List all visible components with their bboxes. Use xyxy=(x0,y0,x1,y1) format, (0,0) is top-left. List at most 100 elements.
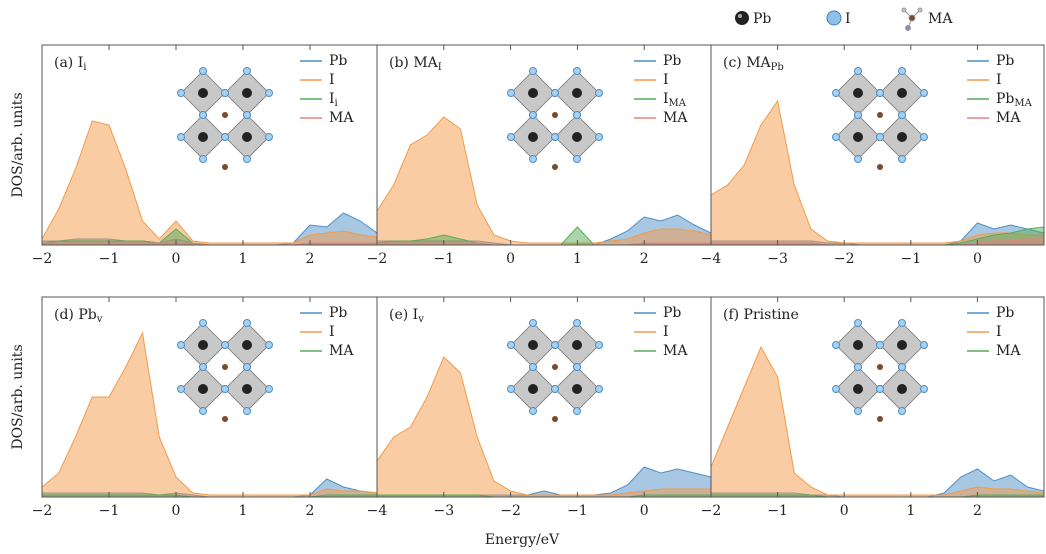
series-line xyxy=(711,99,1044,244)
x-tick-label: 0 xyxy=(840,503,849,519)
ma-molecule xyxy=(877,164,883,170)
i-atom xyxy=(854,67,862,75)
i-atom xyxy=(265,341,273,349)
i-atom xyxy=(177,341,185,349)
pb-atom xyxy=(572,132,582,142)
x-tick-label: −3 xyxy=(767,251,788,267)
i-atom xyxy=(529,319,537,327)
panel-label: (f) Pristine xyxy=(723,307,799,323)
i-atom xyxy=(507,385,515,393)
i-atom xyxy=(573,319,581,327)
i-icon xyxy=(826,10,842,26)
pb-atom xyxy=(897,384,907,394)
legend-label: MA xyxy=(996,110,1021,126)
i-atom xyxy=(832,89,840,97)
pb-atom xyxy=(242,132,252,142)
legend-label-main: I xyxy=(996,324,1002,340)
pb-atom xyxy=(198,384,208,394)
pb-atom xyxy=(198,132,208,142)
i-atom xyxy=(243,111,251,119)
legend-label-main: Pb xyxy=(329,53,347,69)
i-atom xyxy=(243,155,251,163)
top-legend: Pb I MA xyxy=(735,7,953,31)
panel: −4 −3 −2 −1 0 (e) Iv Pb I MA xyxy=(367,296,712,519)
x-tick-label: −2 xyxy=(32,503,53,519)
x-tick-label: 2 xyxy=(306,503,315,519)
i-atom xyxy=(221,133,229,141)
x-tick-label: 0 xyxy=(973,251,982,267)
ma-molecule xyxy=(222,416,228,422)
legend-label: IMA xyxy=(663,91,687,109)
i-atom xyxy=(832,133,840,141)
series-line xyxy=(377,242,711,245)
pb-atom xyxy=(897,340,907,350)
plot-area xyxy=(711,99,1044,245)
legend-label-main: I xyxy=(329,324,335,340)
legend-label: Pb xyxy=(663,305,681,321)
i-atom xyxy=(854,319,862,327)
i-atom xyxy=(265,385,273,393)
panel-label: (c) MAPb xyxy=(723,55,784,73)
legend-label: Pb xyxy=(996,53,1014,69)
legend-label: Ii xyxy=(329,91,338,109)
series-line xyxy=(42,494,377,497)
x-tick-label: 0 xyxy=(172,251,181,267)
i-atom xyxy=(920,89,928,97)
panel-label: (b) MAI xyxy=(389,55,442,73)
i-atom xyxy=(876,133,884,141)
x-tick-label: 0 xyxy=(506,251,515,267)
panel-label-main: (b) MA xyxy=(389,55,439,71)
legend-label-main: I xyxy=(329,72,335,88)
structure-inset xyxy=(832,319,928,422)
x-tick-label: −2 xyxy=(32,251,53,267)
legend-label-sub: MA xyxy=(1014,98,1032,109)
x-tick-label: −1 xyxy=(99,251,120,267)
i-atom xyxy=(898,155,906,163)
panel-label-sub: I xyxy=(438,62,442,73)
i-atom xyxy=(854,363,862,371)
legend-label: Pb xyxy=(663,53,681,69)
legend-label-main: MA xyxy=(663,110,688,126)
legend-label-main: Pb xyxy=(996,305,1014,321)
i-atom xyxy=(854,111,862,119)
panel: −2 −1 0 1 2 (f) Pristine Pb I MA xyxy=(701,296,1045,519)
ma-molecule xyxy=(877,364,883,370)
legend-label-main: I xyxy=(996,72,1002,88)
i-atom xyxy=(898,363,906,371)
i-atom xyxy=(199,155,207,163)
legend-label: Pb xyxy=(329,53,347,69)
plot-area xyxy=(377,116,711,245)
x-tick-label: −3 xyxy=(433,503,454,519)
x-tick-label: 1 xyxy=(573,251,582,267)
i-atom xyxy=(876,341,884,349)
panel: −2 −1 0 1 2 (d) Pbv Pb I MA xyxy=(32,296,378,519)
i-atom xyxy=(876,385,884,393)
legend-label: MA xyxy=(329,343,354,359)
pb-atom xyxy=(528,88,538,98)
series-line xyxy=(377,116,711,244)
series-area xyxy=(377,117,711,245)
i-atom xyxy=(529,407,537,415)
series-line xyxy=(711,345,1044,496)
panel-label-main: (a) I xyxy=(54,55,83,71)
legend-label-main: MA xyxy=(996,110,1021,126)
i-atom xyxy=(898,67,906,75)
i-atom xyxy=(199,363,207,371)
i-atom xyxy=(551,385,559,393)
i-atom xyxy=(243,67,251,75)
structure-inset xyxy=(507,319,603,422)
i-atom xyxy=(854,407,862,415)
y-axis-label: DOS/arb. units xyxy=(10,92,26,197)
i-atom xyxy=(920,385,928,393)
pb-atom xyxy=(572,340,582,350)
panel-label-sub: v xyxy=(417,314,424,325)
ma-molecule xyxy=(552,112,558,118)
i-atom xyxy=(573,363,581,371)
legend-label-main: I xyxy=(663,91,669,107)
x-tick-label: −4 xyxy=(701,251,722,267)
panel-label: (a) Ii xyxy=(54,55,86,73)
structure-inset xyxy=(177,319,273,422)
